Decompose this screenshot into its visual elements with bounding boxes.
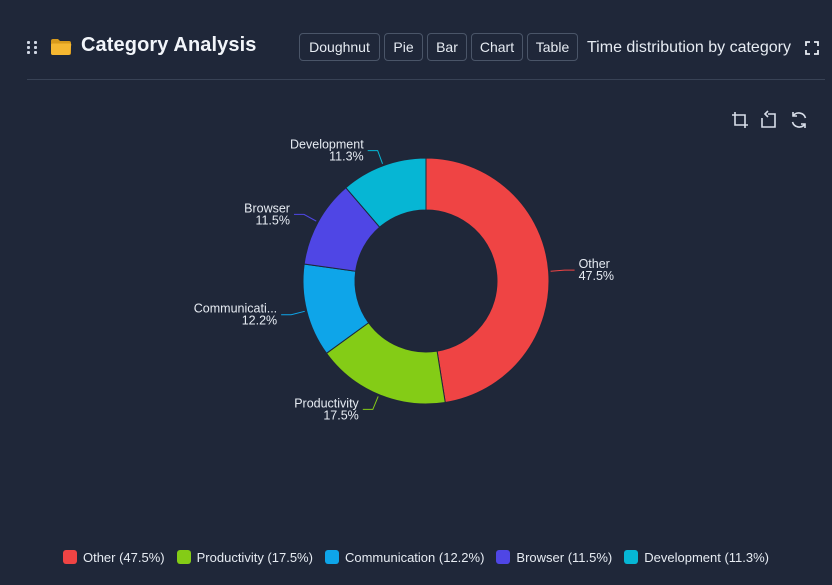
slice-label-productivity: Productivity [294,396,359,410]
slice-label-other: Other [579,257,610,271]
slice-label-development: Development [290,138,364,152]
legend-item-development[interactable]: Development (11.3%) [624,550,769,565]
legend-swatch [62,550,77,564]
table-view-button[interactable]: Table [527,33,578,61]
legend-label: Development (11.3%) [644,549,770,565]
fullscreen-icon[interactable] [805,41,819,55]
legend-label: Communication (12.2%) [344,549,485,565]
slice-value-communication: 12.2% [242,314,277,328]
slice-value-productivity: 17.5% [323,408,358,422]
chart-legend: Other (47.5%) Productivity (17.5%) Commu… [0,549,832,565]
slice-label-communication: Communicati... [194,302,277,316]
legend-item-other[interactable]: Other (47.5%) [62,549,165,565]
drag-handle-icon[interactable] [27,41,39,54]
legend-swatch [624,550,639,564]
crop-icon[interactable] [730,110,750,130]
slice-other[interactable] [425,157,550,404]
refresh-icon[interactable] [789,110,809,130]
slice-value-other: 47.5% [579,269,614,283]
label-line-development [367,150,384,164]
legend-item-productivity[interactable]: Productivity (17.5%) [176,549,313,565]
pie-view-button[interactable]: Pie [384,33,423,61]
legend-item-communication[interactable]: Communication (12.2%) [324,549,485,565]
legend-label: Productivity (17.5%) [196,549,313,565]
chart-view-button[interactable]: Chart [471,33,523,61]
slice-value-development: 11.3% [329,150,364,164]
slice-development[interactable] [345,157,427,228]
folder-icon [51,39,72,55]
chart-subtitle: Time distribution by category [587,39,791,56]
page-title: Category Analysis [81,34,257,56]
label-line-other [550,269,575,272]
slice-label-browser: Browser [244,201,290,215]
restore-icon[interactable] [759,110,779,130]
panel-header: Category Analysis Doughnut Pie Bar Chart… [0,0,832,80]
label-line-communication [281,310,305,316]
legend-item-browser[interactable]: Browser (11.5%) [496,550,612,565]
header-divider [27,79,825,80]
slice-value-browser: 11.5% [255,213,290,227]
legend-swatch [176,550,191,564]
legend-swatch [496,550,511,564]
bar-view-button[interactable]: Bar [427,33,467,61]
legend-label: Browser (11.5%) [516,549,613,565]
legend-label: Other (47.5%) [82,549,165,565]
label-line-browser [293,213,317,222]
label-line-productivity [362,396,379,410]
doughnut-view-button[interactable]: Doughnut [299,33,380,61]
legend-swatch [324,550,339,564]
